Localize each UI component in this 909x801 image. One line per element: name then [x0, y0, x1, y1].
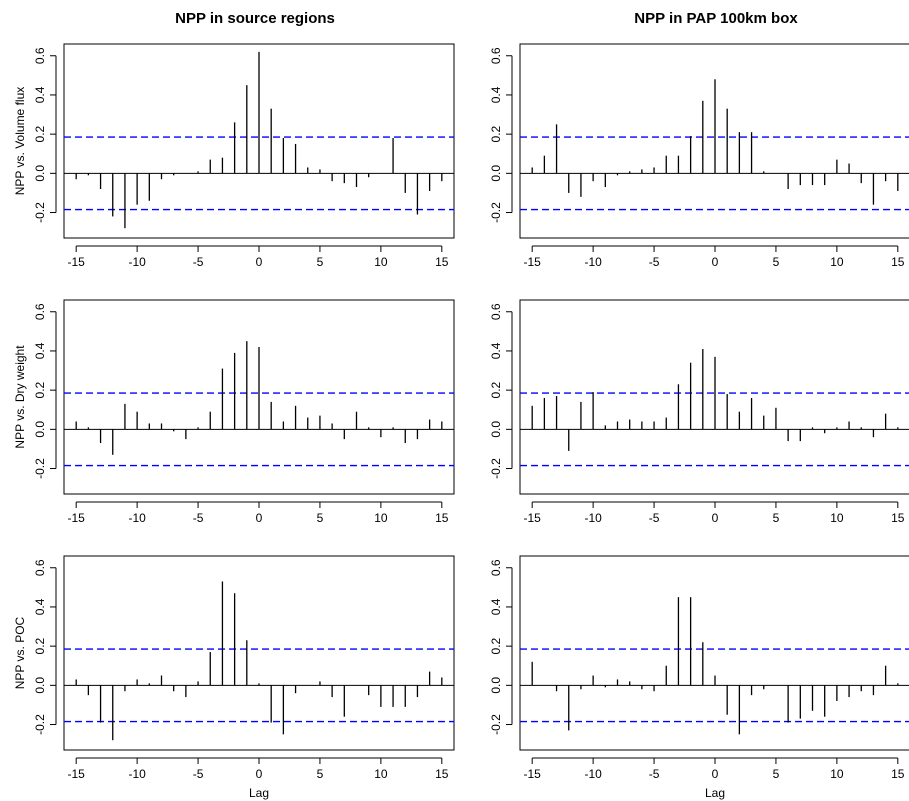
acf-panel: -15 -10 -5 0 5 10 15 -0.2 0.0 0.2 0.4 0.6 NPP vs. Dr… [13, 299, 455, 525]
plot-frame [519, 43, 909, 239]
y-tick-label: 0.2 [489, 637, 503, 654]
x-tick-label: 15 [435, 255, 449, 269]
y-tick-label: 0.0 [489, 421, 503, 438]
x-tick-label: -10 [584, 767, 602, 781]
y-tick-label: 0.6 [489, 559, 503, 576]
y-tick-label: 0.4 [33, 342, 47, 359]
x-tick-label: 10 [830, 511, 844, 525]
y-tick-label: 0.4 [489, 86, 503, 103]
plot-frame [519, 299, 909, 495]
y-tick-label: -0.2 [33, 714, 47, 735]
y-tick-label: 0.6 [489, 47, 503, 64]
acf-panel: -15 -10 -5 0 5 10 15 -0.2 0.0 0.2 0.4 0.6 NPP vs. Vo… [13, 43, 455, 269]
x-tick-label: 0 [712, 767, 719, 781]
y-tick-label: 0.6 [33, 559, 47, 576]
y-tick-label: -0.2 [489, 202, 503, 223]
x-tick-label: 0 [712, 255, 719, 269]
x-tick-label: -10 [584, 511, 602, 525]
y-tick-label: 0.0 [33, 421, 47, 438]
plot-frame [63, 43, 455, 239]
y-axis-label: NPP vs. Dry weight [13, 345, 27, 449]
x-tick-label: -15 [524, 511, 542, 525]
plot-frame [63, 299, 455, 495]
y-axis-label: NPP vs. POC [13, 616, 27, 689]
x-tick-label: -5 [193, 511, 204, 525]
y-tick-label: 0.0 [489, 677, 503, 694]
y-axis-label: NPP vs. Volume flux [13, 87, 27, 196]
y-tick-label: 0.4 [489, 342, 503, 359]
x-tick-label: -15 [524, 767, 542, 781]
plot-frame [63, 555, 455, 751]
x-tick-label: -10 [128, 767, 146, 781]
x-tick-label: -10 [128, 511, 146, 525]
x-tick-label: 0 [712, 511, 719, 525]
x-tick-label: -15 [524, 255, 542, 269]
x-tick-label: 5 [773, 511, 780, 525]
y-tick-label: 0.4 [489, 598, 503, 615]
x-tick-label: 10 [830, 767, 844, 781]
x-tick-label: 0 [256, 767, 263, 781]
y-tick-label: -0.2 [33, 458, 47, 479]
y-tick-label: -0.2 [489, 714, 503, 735]
y-tick-label: 0.0 [33, 677, 47, 694]
x-tick-label: -5 [193, 767, 204, 781]
acf-panel: -15 -10 -5 0 5 10 15 -0.2 0.0 0.2 0.4 0.6 [489, 299, 909, 525]
x-tick-label: 5 [317, 255, 324, 269]
x-tick-label: 10 [374, 767, 388, 781]
x-tick-label: -10 [128, 255, 146, 269]
x-axis-label: Lag [705, 786, 725, 800]
acf-panel: -15 -10 -5 0 5 10 15 -0.2 0.0 0.2 0.4 0.6 Lag [489, 555, 909, 800]
y-tick-label: 0.6 [33, 303, 47, 320]
x-tick-label: 5 [773, 767, 780, 781]
x-tick-label: -15 [68, 511, 86, 525]
x-tick-label: 10 [374, 255, 388, 269]
column-title-pap-box: NPP in PAP 100km box [634, 10, 798, 27]
x-tick-label: 0 [256, 255, 263, 269]
x-tick-label: -5 [649, 767, 660, 781]
acf-panel: -15 -10 -5 0 5 10 15 -0.2 0.0 0.2 0.4 0.6 NPP vs. PO… [13, 555, 455, 800]
x-tick-label: 15 [435, 767, 449, 781]
y-tick-label: 0.4 [33, 598, 47, 615]
x-tick-label: 10 [374, 511, 388, 525]
column-title-source-regions: NPP in source regions [175, 10, 335, 27]
x-tick-label: 0 [256, 511, 263, 525]
x-tick-label: -15 [68, 767, 86, 781]
x-tick-label: -10 [584, 255, 602, 269]
x-tick-label: -15 [68, 255, 86, 269]
x-tick-label: -5 [193, 255, 204, 269]
x-tick-label: -5 [649, 255, 660, 269]
x-tick-label: 5 [773, 255, 780, 269]
x-tick-label: 10 [830, 255, 844, 269]
y-tick-label: 0.0 [489, 165, 503, 182]
y-tick-label: 0.6 [489, 303, 503, 320]
y-tick-label: -0.2 [33, 202, 47, 223]
y-tick-label: 0.0 [33, 165, 47, 182]
x-tick-label: 5 [317, 511, 324, 525]
panels: -15 -10 -5 0 5 10 15 -0.2 0.0 0.2 0.4 0.6 NPP vs. Vo… [13, 43, 909, 800]
x-tick-label: 15 [435, 511, 449, 525]
x-tick-label: 5 [317, 767, 324, 781]
x-tick-label: 15 [891, 767, 905, 781]
acf-panel: -15 -10 -5 0 5 10 15 -0.2 0.0 0.2 0.4 0.6 [489, 43, 909, 269]
y-tick-label: 0.2 [489, 381, 503, 398]
y-tick-label: 0.2 [489, 125, 503, 142]
y-tick-label: -0.2 [489, 458, 503, 479]
y-tick-label: 0.2 [33, 381, 47, 398]
plot-frame [519, 555, 909, 751]
y-tick-label: 0.6 [33, 47, 47, 64]
y-tick-label: 0.2 [33, 637, 47, 654]
x-tick-label: 15 [891, 511, 905, 525]
x-axis-label: Lag [249, 786, 269, 800]
x-tick-label: -5 [649, 511, 660, 525]
x-tick-label: 15 [891, 255, 905, 269]
y-tick-label: 0.4 [33, 86, 47, 103]
y-tick-label: 0.2 [33, 125, 47, 142]
